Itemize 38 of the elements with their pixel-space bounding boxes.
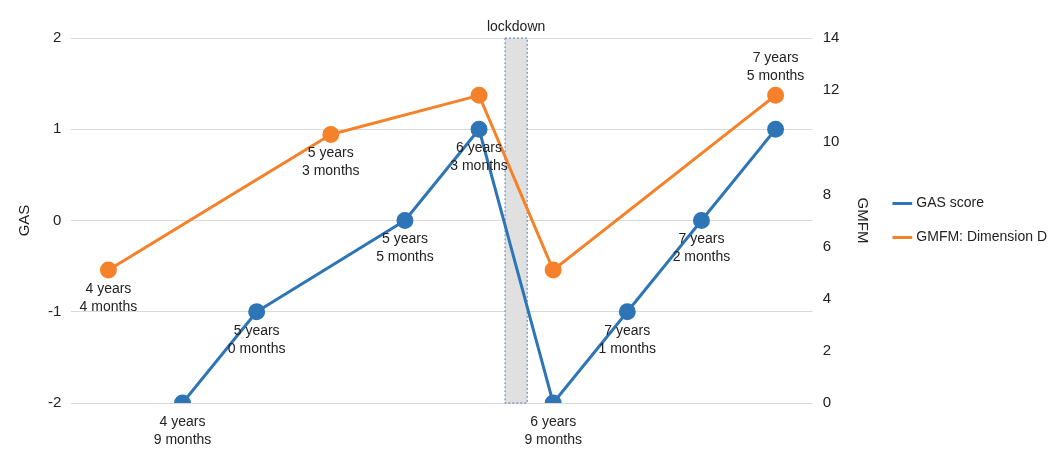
point xyxy=(470,120,488,138)
y2-tick-label: 6 xyxy=(822,236,831,254)
point xyxy=(248,303,266,321)
point xyxy=(396,212,414,229)
x-tick-label: 7 years 5 months xyxy=(746,49,805,84)
x-tick-label: 5 years 0 months xyxy=(227,321,286,356)
y2-tick-label: 8 xyxy=(822,184,831,202)
x-tick-label: 7 years 2 months xyxy=(672,230,731,265)
x-tick-label: 4 years 9 months xyxy=(153,412,212,447)
legend-label: GAS score xyxy=(916,194,985,211)
point xyxy=(692,212,710,229)
x-tick-label: 5 years 5 months xyxy=(376,230,434,265)
y2-tick-label: 14 xyxy=(822,28,840,46)
x-tick-label: 6 years 9 months xyxy=(524,412,582,447)
y2-tick-label: 10 xyxy=(822,132,840,150)
y2-tick-label: 12 xyxy=(822,80,840,98)
y-tick-label: 1 xyxy=(52,119,62,137)
band-label: lockdown xyxy=(486,17,546,34)
point xyxy=(544,261,562,279)
point xyxy=(322,125,340,143)
y2-tick-label: 0 xyxy=(822,393,831,411)
point xyxy=(99,261,117,279)
x-tick-label: 4 years 4 months xyxy=(79,279,138,314)
point xyxy=(767,120,785,138)
y-axis-title: GAS xyxy=(15,204,33,237)
y2-tick-label: 4 xyxy=(822,288,831,306)
legend-label: GMFM: Dimension D xyxy=(916,228,1048,245)
x-tick-label: 5 years 3 months xyxy=(302,144,360,179)
point xyxy=(618,303,636,321)
point xyxy=(470,86,488,104)
y-tick-label: 0 xyxy=(52,210,62,228)
point xyxy=(767,86,785,104)
y-tick-label: -2 xyxy=(47,393,62,411)
y2-axis-title: GMFM xyxy=(855,197,873,244)
y2-tick-label: 2 xyxy=(822,341,831,358)
x-tick-label: 7 years 1 months xyxy=(598,321,657,356)
y-tick-label: -1 xyxy=(47,301,62,319)
y-tick-label: 2 xyxy=(52,28,62,46)
